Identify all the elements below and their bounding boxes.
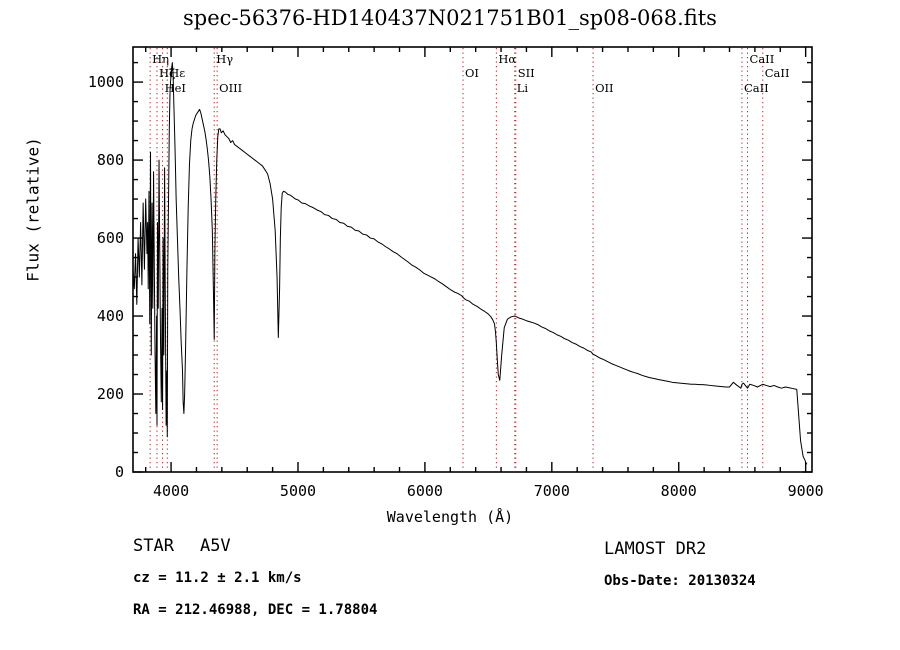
footer-object-line: STAR A5V — [133, 536, 231, 556]
spectral-type: A5V — [199, 536, 231, 556]
svg-text:SII: SII — [518, 66, 535, 80]
svg-text:CaII: CaII — [750, 52, 775, 66]
footer-obs-date: Obs-Date: 20130324 — [604, 573, 756, 589]
svg-text:8000: 8000 — [661, 482, 697, 500]
svg-text:9000: 9000 — [788, 482, 824, 500]
svg-text:Hγ: Hγ — [216, 52, 233, 66]
svg-text:400: 400 — [97, 307, 124, 325]
footer-survey: LAMOST DR2 — [604, 539, 707, 559]
svg-text:600: 600 — [97, 229, 124, 247]
svg-text:6000: 6000 — [407, 482, 443, 500]
svg-text:Hη: Hη — [152, 52, 169, 66]
footer-coords: RA = 212.46988, DEC = 1.78804 — [133, 602, 378, 618]
svg-text:800: 800 — [97, 151, 124, 169]
plot-spectrum-curve — [132, 62, 808, 465]
svg-text:4000: 4000 — [153, 482, 189, 500]
svg-text:Hα: Hα — [498, 52, 516, 66]
svg-text:Li: Li — [517, 81, 529, 95]
svg-text:Hζ: Hζ — [159, 66, 175, 80]
svg-text:CaII: CaII — [744, 81, 769, 95]
svg-text:1000: 1000 — [88, 73, 124, 91]
svg-text:7000: 7000 — [534, 482, 570, 500]
plot-axes-frame — [132, 46, 813, 473]
object-type: STAR — [133, 536, 174, 556]
plot-tick-labels: 4000 5000 6000 7000 8000 9000 0 200 400 600 800 100… — [88, 73, 824, 500]
svg-text:HeI: HeI — [165, 81, 186, 95]
plot-marker-lines — [149, 48, 764, 471]
svg-text:200: 200 — [97, 385, 124, 403]
svg-text:OI: OI — [465, 66, 479, 80]
svg-text:OIII: OIII — [219, 81, 242, 95]
footer-cz: cz = 11.2 ± 2.1 km/s — [133, 570, 302, 586]
svg-text:0: 0 — [115, 463, 124, 481]
svg-text:5000: 5000 — [280, 482, 316, 500]
svg-text:Hε: Hε — [169, 66, 185, 80]
page-title: spec-56376-HD140437N021751B01_sp08-068.f… — [183, 6, 717, 30]
svg-text:CaII: CaII — [765, 66, 790, 80]
x-axis-label: Wavelength (Å) — [386, 508, 514, 526]
svg-text:OII: OII — [595, 81, 614, 95]
